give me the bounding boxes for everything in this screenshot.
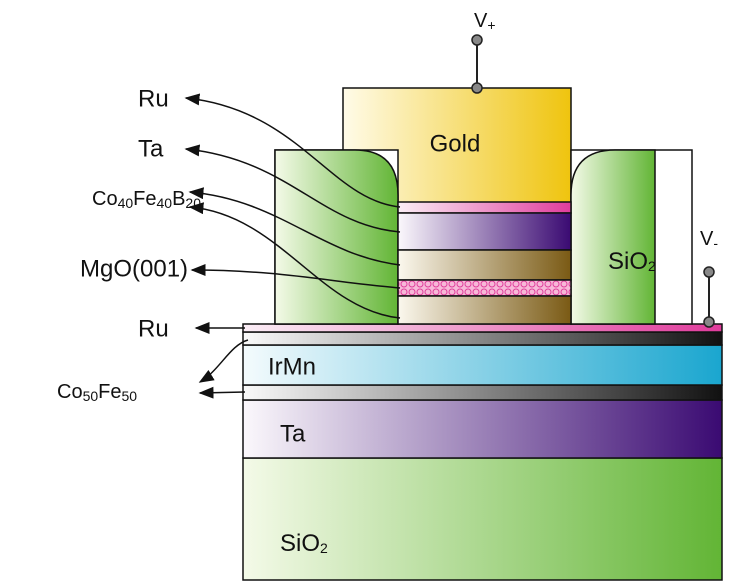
ta-cap [397, 212, 572, 251]
subscript: 2 [320, 540, 328, 556]
label-part: Fe [133, 188, 156, 210]
top-contact-label: V+ [474, 10, 496, 32]
cofe-label: Co50Fe50 [57, 381, 137, 403]
arrows [184, 93, 401, 399]
label-part: SiO [608, 248, 648, 275]
gold-label: Gold [430, 130, 481, 157]
terminal [703, 316, 715, 328]
subscript: 40 [118, 195, 134, 211]
subscript: 20 [185, 195, 201, 211]
cofe-layer [242, 331, 723, 346]
ta-label: Ta [280, 420, 306, 447]
label-part: Co [57, 381, 83, 403]
terminal [471, 34, 483, 46]
label-part: V [474, 10, 488, 32]
ru-layer [242, 323, 723, 333]
terminal [471, 82, 483, 94]
subscript: 2 [648, 258, 656, 274]
subscript: 50 [83, 388, 99, 404]
oxide-right-fill [570, 149, 656, 325]
ru-top-label: Ru [138, 85, 169, 112]
label-part: SiO [280, 530, 320, 557]
substrate-label: SiO2 [280, 530, 328, 557]
ru-bottom-label: Ru [138, 315, 169, 342]
oxide-label: SiO2 [608, 248, 656, 275]
subscript: + [487, 17, 495, 33]
arrow [198, 386, 246, 399]
arrow [184, 144, 401, 233]
substrate-layer [242, 457, 723, 581]
subscript: 50 [122, 388, 138, 404]
arrow [188, 187, 401, 266]
label-part: V [700, 228, 714, 250]
arrow [190, 264, 401, 289]
label-part: B [172, 188, 185, 210]
cofeb-label: Co40Fe40B20 [92, 188, 201, 210]
arrow [184, 93, 401, 208]
arrow [188, 202, 401, 319]
bottom-contact-label: V- [700, 228, 718, 250]
ta-top-label: Ta [138, 135, 164, 162]
irmn-label: IrMn [268, 353, 316, 380]
ru-cap [397, 201, 572, 214]
irmn-layer [242, 344, 723, 386]
label-part: Fe [98, 381, 121, 403]
ta-layer [242, 399, 723, 459]
layers [242, 87, 723, 581]
cofeb-free [397, 249, 572, 281]
mgo-label: MgO(001) [80, 255, 188, 282]
labels: V+ V- Gold SiO2 IrMn Ta SiO2 Ru Ta Co40F… [57, 10, 718, 557]
cofe-layer [242, 384, 723, 401]
subscript: - [713, 235, 718, 251]
label-part: Co [92, 188, 118, 210]
subscript: 40 [157, 195, 173, 211]
mgo-barrier [397, 279, 572, 297]
arrow [198, 339, 249, 383]
terminal [703, 266, 715, 278]
cofeb-ref [397, 295, 572, 325]
wires [471, 34, 715, 328]
